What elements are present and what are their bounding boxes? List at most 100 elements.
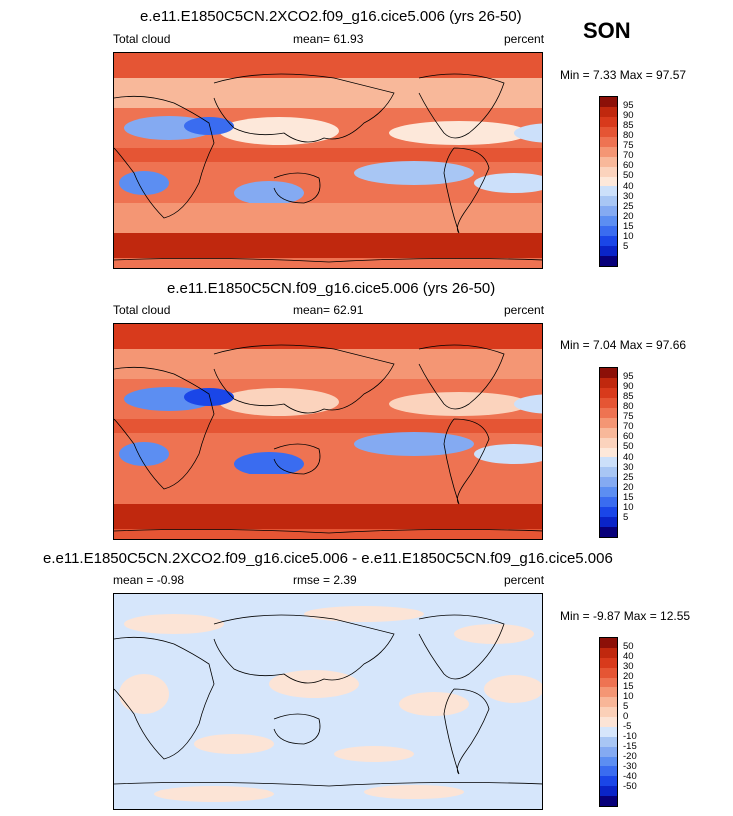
panel3-patch-10 [154,786,274,802]
panel1-colorbar-box [600,216,617,227]
panel1-north-band [114,78,542,108]
panel2-colorbar-tick-label: 15 [623,491,634,503]
panel2-colorbar-tick-label: 70 [623,421,634,433]
panel2-colorbar-tick-label: 85 [623,391,634,403]
panel1-colorbar [599,96,618,267]
panel1-colorbar-tick-label: 20 [623,210,634,222]
panel3-colorbar-box [600,687,617,698]
panel1-units: percent [504,32,545,46]
panel3-colorbar-box [600,796,617,806]
panel2-itcz [114,419,542,433]
panel3-colorbar-tick-label: 30 [623,661,634,672]
panel2-colorbar-box [600,477,617,488]
panel3-colorbar-tick-label: -40 [623,771,637,782]
panel3-colorbar-tick-label: 10 [623,691,634,702]
panel2-subtrop-n [219,388,339,416]
panel3-colorbar-box [600,677,617,688]
panel1-safrica-blue [119,171,169,195]
panel1-antarctic-band [114,258,542,268]
panel1-colorbar-box [600,236,617,247]
panel3-rmse: rmse = 2.39 [293,573,357,587]
panel3-colorbar-box [600,647,617,658]
panel1-colorbar-box [600,146,617,157]
panel1-map [113,52,543,269]
panel1-subtrop-n2 [389,121,529,145]
panel2-coastlines [114,344,542,534]
panel3-colorbar-tick-label: 5 [623,701,629,712]
panel2-heatmap [114,324,542,539]
panel3-patch-9 [334,746,414,762]
panel3-colorbar-box [600,638,617,648]
panel2-colorbar-box [600,497,617,508]
panel2-mean: mean= 62.91 [293,303,364,317]
panel2-colorbar-box [600,447,617,458]
panel2-satl-blue [474,444,542,464]
panel3-map [113,593,543,810]
panel3-colorbar-box [600,717,617,727]
panel2-antarctic-band [114,529,542,539]
panel1-colorbar-box [600,206,617,217]
season-label: SON [583,18,631,43]
panel2-colorbar-tick-label: 30 [623,461,634,473]
panel3-colorbar-tick-label: 20 [623,671,634,682]
panel2-south-band [114,474,542,504]
panel3-colorbar-tick-label: -30 [623,761,637,772]
panel1-coastlines [114,73,542,263]
panel2-arabia-blue [184,388,234,406]
panel1-colorbar-box [600,256,617,266]
panel3-units: percent [504,573,545,587]
panel3-colorbar-tick-label: 40 [623,651,634,662]
panel1-arctic-band [114,53,542,78]
panel3-patch-11 [364,785,464,799]
panel1-colorbar-tick-label: 10 [623,230,634,242]
panel1-minmax: Min = 7.33 Max = 97.57 [560,68,687,82]
panel1-colorbar-tick-label: 75 [623,140,634,152]
panel1-colorbar-box [600,97,617,107]
panel2-colorbar-box [600,487,617,498]
panel1-subtrop-n [219,117,339,145]
panel2-colorbar-tick-label: 5 [623,511,629,523]
panel2-colorbar-box [600,427,617,438]
panel3-patch-3 [454,624,534,644]
panel1-colorbar-tick-label: 30 [623,190,634,202]
panel2-colorbar-tick-label: 25 [623,471,634,483]
panel1-colorbar-box [600,156,617,167]
panel3-minmax: Min = -9.87 Max = 12.55 [560,609,691,623]
panel1-colorbar-tick-label: 70 [623,150,634,162]
panel1-colorbar-tick-label: 95 [623,100,634,112]
panel3-colorbar [599,637,618,807]
panel3-patch-5 [269,670,359,698]
panel2-atl-blue [514,394,542,414]
panel1-colorbar-tick-label: 90 [623,110,634,122]
panel2-colorbar-tick-label: 40 [623,451,634,463]
panel3-colorbar-box [600,736,617,747]
panel1-colorbar-box [600,126,617,137]
panel1-colorbar-tick-label: 5 [623,240,629,252]
panel1-colorbar-box [600,116,617,127]
panel2-colorbar-tick-label: 50 [623,441,634,453]
panel3-colorbar-box [600,697,617,708]
panel1-atl-blue [514,123,542,143]
panel2-colorbar-box [600,407,617,418]
panel3-colorbar-box [600,726,617,737]
panel1-south-band [114,203,542,233]
panel3-colorbar-tick-label: -50 [623,781,637,792]
panel3-colorbar-box [600,766,617,777]
panel2-colorbar-box [600,397,617,408]
panel3-mean: mean = -0.98 [113,573,185,587]
panel2-colorbar-tick-label: 10 [623,501,634,513]
panel3-colorbar-tick-label: 50 [623,641,634,652]
panel2-colorbar [599,367,618,538]
panel1-heatmap [114,53,542,268]
panel3-heatmap [114,594,542,809]
panel1-colorbar-tick-label: 15 [623,220,634,232]
panel2-colorbar-box [600,387,617,398]
panel2-units: percent [504,303,545,317]
panel3-colorbar-box [600,657,617,668]
panel3-patch-6 [399,692,469,716]
panel3-colorbar-tick-label: 15 [623,681,634,692]
panel1-colorbar-box [600,166,617,177]
panel1-itcz [114,148,542,162]
panel2-aus-blue [234,452,304,476]
panel2-colorbar-tick-label: 95 [623,371,634,383]
